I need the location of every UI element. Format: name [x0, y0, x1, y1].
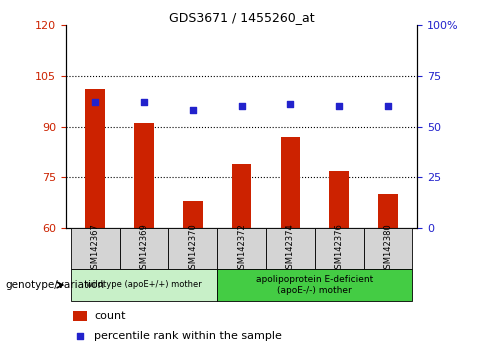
Bar	[329, 171, 349, 228]
Bar	[378, 194, 398, 228]
Text: GSM142376: GSM142376	[335, 223, 344, 274]
Bar	[85, 89, 105, 228]
Text: GSM142367: GSM142367	[91, 223, 100, 274]
Text: percentile rank within the sample: percentile rank within the sample	[94, 331, 282, 341]
FancyBboxPatch shape	[71, 228, 120, 269]
Text: apolipoprotein E-deficient
(apoE-/-) mother: apolipoprotein E-deficient (apoE-/-) mot…	[256, 275, 373, 295]
Point	[384, 103, 392, 109]
Text: count: count	[94, 311, 125, 321]
Bar	[134, 123, 154, 228]
FancyBboxPatch shape	[217, 269, 412, 301]
FancyBboxPatch shape	[71, 269, 217, 301]
FancyBboxPatch shape	[217, 228, 266, 269]
Point	[335, 103, 343, 109]
Point	[238, 103, 245, 109]
Point	[91, 99, 99, 105]
FancyBboxPatch shape	[266, 228, 315, 269]
Text: GSM142372: GSM142372	[237, 223, 246, 274]
Text: GSM142369: GSM142369	[140, 223, 148, 274]
Point	[189, 108, 197, 113]
Bar	[183, 201, 203, 228]
Bar	[73, 311, 87, 321]
FancyBboxPatch shape	[364, 228, 412, 269]
Point	[76, 333, 84, 339]
Text: wildtype (apoE+/+) mother: wildtype (apoE+/+) mother	[86, 280, 202, 290]
Text: GSM142370: GSM142370	[188, 223, 197, 274]
FancyBboxPatch shape	[168, 228, 217, 269]
Bar	[232, 164, 251, 228]
Point	[286, 101, 294, 107]
FancyBboxPatch shape	[315, 228, 364, 269]
Title: GDS3671 / 1455260_at: GDS3671 / 1455260_at	[169, 11, 314, 24]
FancyBboxPatch shape	[120, 228, 168, 269]
Text: GSM142380: GSM142380	[384, 223, 392, 274]
Point	[140, 99, 148, 105]
Bar	[281, 137, 300, 228]
Text: GSM142374: GSM142374	[286, 223, 295, 274]
Text: genotype/variation: genotype/variation	[5, 280, 104, 290]
